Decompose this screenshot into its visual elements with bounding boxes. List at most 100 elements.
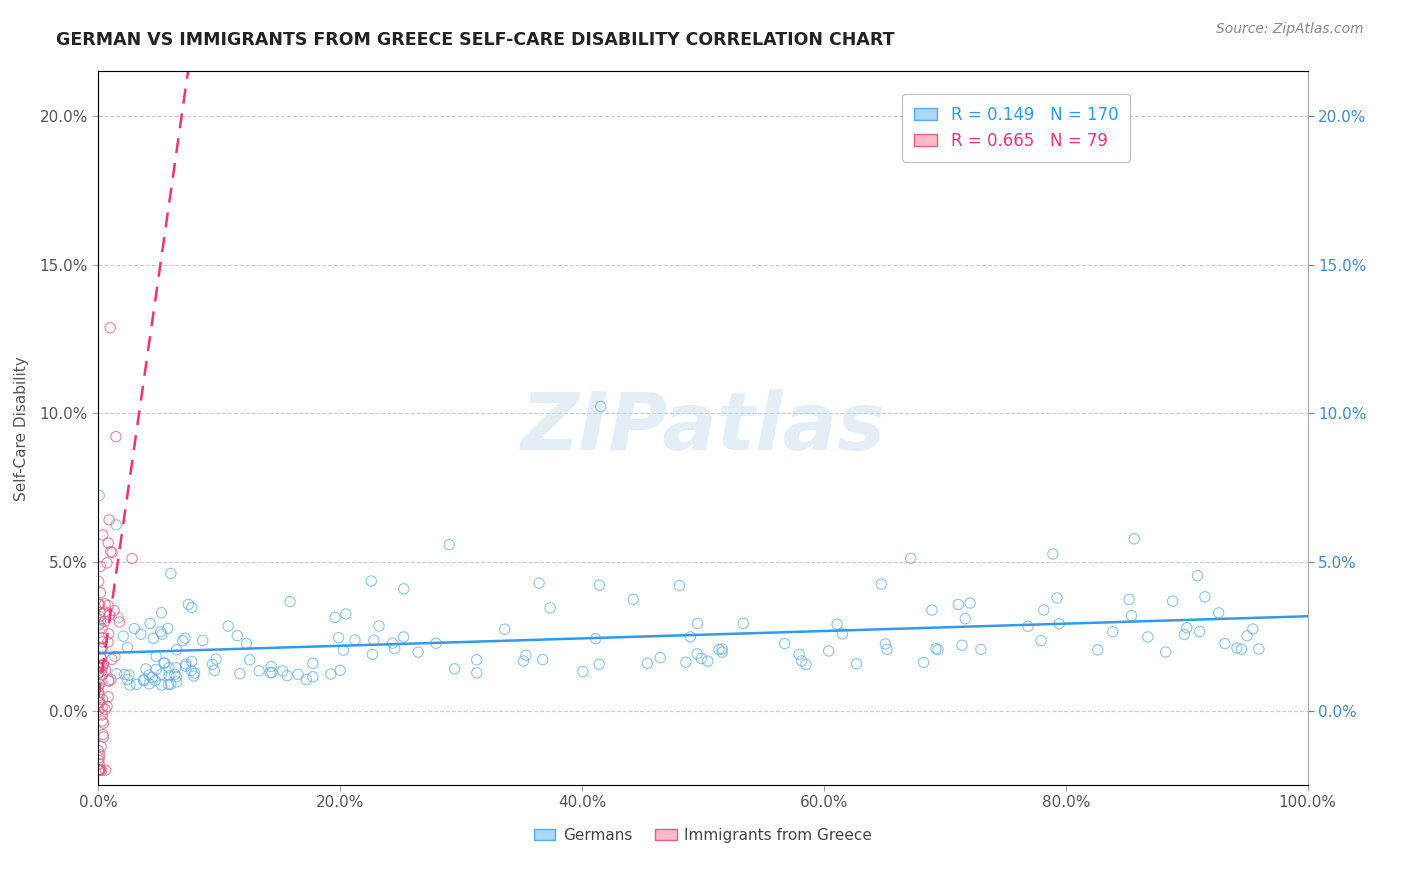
Point xyxy=(93,716,115,731)
Point xyxy=(107,611,129,625)
Point xyxy=(101,652,124,666)
Point xyxy=(89,689,111,703)
Point xyxy=(733,616,755,631)
Point xyxy=(91,528,114,542)
Point xyxy=(91,668,114,682)
Point xyxy=(108,615,131,629)
Point xyxy=(1017,619,1039,633)
Point xyxy=(343,632,366,647)
Point xyxy=(679,630,702,644)
Point xyxy=(588,657,610,672)
Point xyxy=(260,659,283,673)
Point xyxy=(332,643,354,657)
Point xyxy=(89,488,111,502)
Point xyxy=(87,743,110,757)
Point xyxy=(875,637,897,651)
Point xyxy=(157,669,180,683)
Point xyxy=(89,585,111,599)
Point xyxy=(87,618,110,632)
Point xyxy=(1118,592,1140,607)
Point xyxy=(235,636,257,650)
Point xyxy=(139,616,162,631)
Point xyxy=(94,763,117,777)
Point xyxy=(89,606,111,620)
Point xyxy=(191,633,214,648)
Point xyxy=(150,627,173,641)
Point xyxy=(1194,590,1216,604)
Point xyxy=(465,665,488,680)
Point xyxy=(89,750,111,764)
Point xyxy=(425,636,447,650)
Point xyxy=(361,648,384,662)
Point xyxy=(100,544,122,558)
Point xyxy=(89,763,111,777)
Point xyxy=(1123,532,1146,546)
Point xyxy=(90,651,112,665)
Point xyxy=(150,667,173,681)
Point xyxy=(443,662,465,676)
Point xyxy=(1046,591,1069,605)
Point xyxy=(93,730,115,744)
Point xyxy=(103,603,125,617)
Point xyxy=(1029,633,1052,648)
Point xyxy=(589,400,612,414)
Point xyxy=(948,598,970,612)
Point xyxy=(145,649,167,664)
Point xyxy=(93,615,115,629)
Point xyxy=(1188,624,1211,639)
Point xyxy=(1042,547,1064,561)
Point xyxy=(180,655,202,669)
Point xyxy=(159,677,181,691)
Point xyxy=(145,663,167,677)
Point xyxy=(512,654,534,668)
Point xyxy=(89,763,111,777)
Point xyxy=(90,640,112,655)
Point xyxy=(773,636,796,650)
Point xyxy=(1032,603,1054,617)
Point xyxy=(360,574,382,588)
Point xyxy=(247,664,270,678)
Point xyxy=(959,596,981,610)
Point xyxy=(90,613,112,627)
Point xyxy=(1241,622,1264,636)
Point xyxy=(955,612,977,626)
Point xyxy=(114,667,136,681)
Legend: Germans, Immigrants from Greece: Germans, Immigrants from Greece xyxy=(527,822,879,848)
Point xyxy=(302,657,325,671)
Point xyxy=(912,656,935,670)
Point xyxy=(89,598,111,612)
Point xyxy=(97,690,120,704)
Point xyxy=(165,669,187,683)
Point xyxy=(437,538,460,552)
Point xyxy=(876,642,898,657)
Point xyxy=(794,657,817,672)
Point xyxy=(91,641,114,656)
Point xyxy=(93,658,115,673)
Point xyxy=(141,671,163,685)
Point xyxy=(276,668,298,682)
Point xyxy=(675,655,697,669)
Point xyxy=(150,606,173,620)
Point xyxy=(165,660,187,674)
Point xyxy=(87,703,110,717)
Point xyxy=(89,609,111,624)
Point xyxy=(205,652,228,666)
Point xyxy=(87,763,110,777)
Point xyxy=(260,665,283,680)
Point xyxy=(970,642,993,657)
Point xyxy=(621,592,644,607)
Point xyxy=(142,632,165,646)
Point xyxy=(89,559,111,574)
Point xyxy=(93,605,115,619)
Point xyxy=(125,677,148,691)
Point xyxy=(180,664,202,678)
Point xyxy=(226,629,249,643)
Point xyxy=(87,754,110,768)
Point xyxy=(1087,643,1109,657)
Point xyxy=(91,708,114,723)
Point xyxy=(97,627,120,641)
Point xyxy=(104,429,127,443)
Point xyxy=(91,631,114,645)
Point xyxy=(686,647,709,661)
Point xyxy=(91,658,114,673)
